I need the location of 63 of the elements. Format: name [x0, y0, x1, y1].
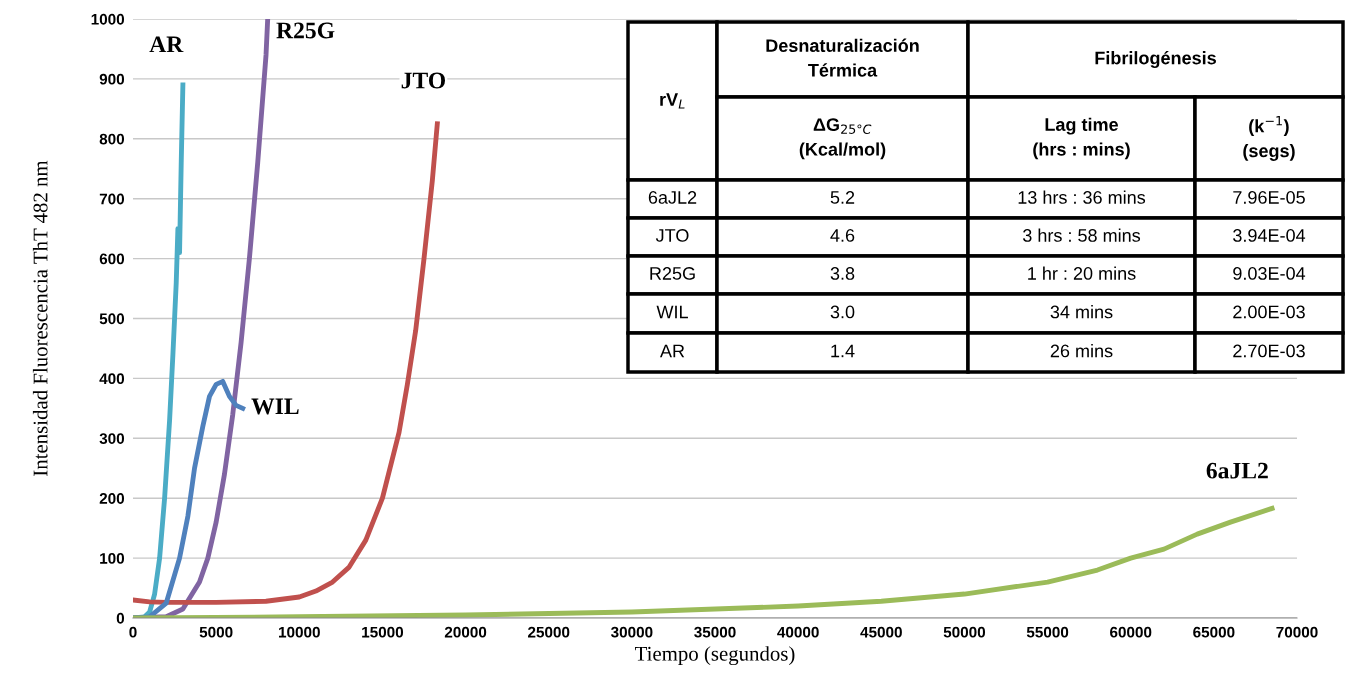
line-series — [133, 505, 1275, 618]
x-tick-label: 25000 — [528, 626, 570, 638]
y-tick-label: 300 — [99, 433, 125, 445]
annotation: 7.96E-05 — [1233, 191, 1305, 204]
annotation: 6aJL2 — [648, 191, 697, 204]
annotation: 3.94E-04 — [1233, 229, 1306, 242]
annotation: 2.00E-03 — [1233, 305, 1305, 319]
x-tick-label: 10000 — [279, 626, 320, 638]
x-tick-label: 70000 — [1276, 626, 1318, 638]
x-tick-label: 65000 — [1193, 626, 1235, 638]
annotation: (k$^{−1}$) (segs) — [1243, 116, 1295, 161]
annotation: WIL — [656, 305, 688, 319]
annotation: Lag time (hrs : mins) — [1033, 117, 1130, 160]
y-tick-label: 900 — [99, 73, 125, 85]
y-tick-label: 500 — [99, 313, 125, 325]
y-tick-label: 0 — [116, 612, 125, 624]
annotation: 1.4 — [831, 344, 855, 358]
annotation: 13 hrs : 36 mins — [1018, 190, 1146, 204]
annotation: 9.03E-04 — [1233, 267, 1306, 280]
x-axis-title: Tiempo (segundos) — [635, 646, 795, 666]
annotation: 2.70E-03 — [1233, 344, 1305, 358]
x-tick-label: 40000 — [777, 626, 819, 638]
annotation: 5.2 — [830, 191, 855, 204]
series-label: WIL — [251, 398, 299, 415]
x-tick-label: 50000 — [943, 626, 986, 638]
y-tick-label: 200 — [99, 493, 125, 504]
series-label: AR — [149, 36, 184, 53]
y-tick-label: 400 — [99, 373, 125, 385]
annotation: JTO — [655, 229, 689, 242]
annotation: R25G — [650, 267, 695, 280]
annotation: Fibrilogénesis — [1095, 50, 1216, 69]
annotation: 26 mins — [1050, 344, 1113, 358]
x-tick-label: 55000 — [1026, 626, 1069, 638]
y-tick-label: 600 — [99, 253, 125, 265]
annotation: 1 hr : 20 mins — [1028, 266, 1136, 280]
x-tick-label: 0 — [129, 626, 137, 638]
x-tick-label: 30000 — [610, 626, 653, 638]
y-tick-label: 700 — [99, 193, 125, 205]
x-tick-label: 60000 — [1110, 626, 1152, 638]
annotation: 3 hrs : 58 mins — [1022, 228, 1141, 242]
y-tick-label: 1000 — [91, 13, 125, 25]
series-label: JTO — [401, 72, 446, 89]
annotation: rV$_{L}$ — [660, 93, 685, 109]
series-label: 6aJL2 — [1206, 462, 1268, 479]
line-series — [133, 82, 186, 618]
line-series — [133, 121, 440, 605]
x-tick-label: 5000 — [199, 626, 233, 638]
annotation: 34 mins — [1050, 305, 1113, 319]
annotation: 3.0 — [830, 305, 855, 319]
annotation: AR — [660, 344, 685, 358]
line-series — [133, 378, 246, 618]
x-tick-label: 35000 — [694, 626, 736, 638]
annotation: 3.8 — [830, 267, 855, 280]
y-axis-title: Intensidad Fluorescencia ThT 482 nm — [32, 160, 48, 476]
x-tick-label: 45000 — [860, 626, 902, 638]
y-tick-label: 100 — [100, 552, 125, 564]
annotation: Desnaturalización Térmica — [766, 38, 919, 77]
y-tick-label: 800 — [99, 133, 125, 145]
x-tick-label: 20000 — [444, 626, 487, 638]
annotation: ΔG$_{25°C}$ (Kcal/mol) — [799, 118, 886, 160]
annotation: 4.6 — [830, 229, 855, 242]
x-tick-label: 15000 — [362, 626, 404, 638]
series-label: R25G — [276, 22, 335, 39]
